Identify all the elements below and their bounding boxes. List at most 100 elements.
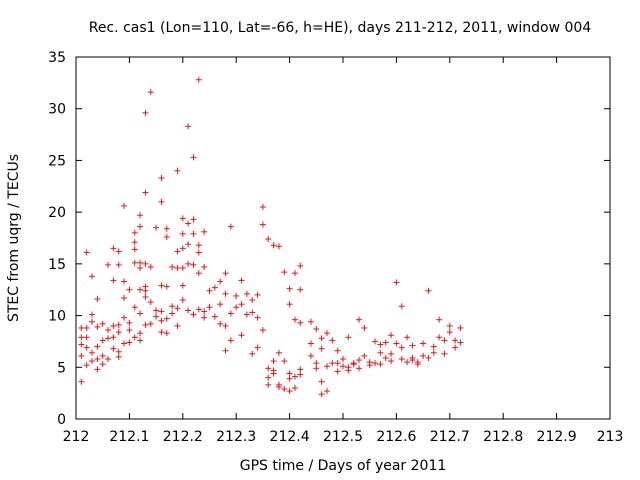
data-point [190,261,197,268]
data-point [89,318,96,325]
data-point [441,337,448,344]
data-point [297,262,304,269]
data-point [457,324,464,331]
data-point [275,381,282,388]
data-point [158,282,165,289]
data-point [222,290,229,297]
data-point [446,322,453,329]
data-point [441,350,448,357]
data-point [147,89,154,96]
data-point [366,359,373,366]
data-point [446,329,453,336]
data-point [361,352,368,359]
data-point [142,321,149,328]
data-point [323,330,330,337]
data-point [340,363,346,370]
x-tick-label: 212.7 [430,429,470,445]
data-point [270,367,277,374]
data-point [393,279,400,286]
data-point [147,320,154,327]
data-point [286,301,293,308]
data-point [89,273,96,280]
data-point [297,319,304,326]
data-point [297,286,304,293]
data-point [265,365,272,372]
data-point [137,286,144,293]
data-point [286,375,293,382]
data-point [281,269,288,276]
data-point [254,344,261,351]
data-point [222,270,229,277]
data-point [158,198,165,205]
data-point [382,354,389,361]
data-point [142,293,149,300]
data-point [291,384,298,391]
data-point [185,220,192,227]
data-point [153,224,160,231]
data-point [131,246,138,253]
data-point [94,356,101,363]
data-point [414,361,421,368]
x-tick-label: 212.3 [216,429,256,445]
data-point [265,374,272,381]
data-point [227,310,234,317]
data-point [270,358,277,365]
data-point [356,316,363,323]
y-tick-label: 25 [48,153,66,169]
data-point [388,358,395,365]
data-point [163,225,170,232]
y-tick-label: 5 [57,360,66,376]
data-point [131,304,138,311]
data-point [115,321,122,328]
x-tick-label: 212.2 [163,429,203,445]
data-point [318,378,325,385]
y-tick-label: 35 [48,50,66,66]
data-points [78,76,464,398]
data-point [131,229,138,236]
data-point [227,337,234,344]
x-tick-label: 212.1 [109,429,149,445]
data-point [105,327,112,334]
data-point [121,294,128,301]
data-point [377,349,384,356]
data-point [99,361,106,368]
data-point [430,349,437,356]
data-point [259,221,266,228]
data-point [409,342,416,349]
data-point [195,306,202,313]
data-point [147,263,154,270]
data-point [110,334,117,341]
data-point [110,277,117,284]
data-point [238,301,245,308]
data-point [163,315,170,322]
data-point [137,223,144,230]
data-point [179,297,186,304]
data-point [153,307,160,314]
data-point [83,334,90,341]
x-tick-label: 212.9 [537,429,577,445]
data-point [233,292,240,299]
data-point [121,340,128,347]
data-point [243,311,250,318]
data-point [142,189,149,196]
data-point [89,349,96,356]
x-axis-label: GPS time / Days of year 2011 [240,458,447,474]
data-point [286,388,293,395]
data-point [137,310,144,317]
data-point [126,286,133,293]
data-point [110,322,117,329]
data-point [169,263,176,270]
data-point [323,363,330,370]
data-point [78,352,85,359]
data-point [137,330,144,337]
data-point [318,391,325,398]
data-point [425,354,432,361]
data-point [105,356,112,363]
data-point [99,320,106,327]
data-point [115,329,122,336]
x-tick-label: 212.5 [323,429,363,445]
data-point [217,301,224,308]
y-tick-label: 30 [48,102,66,118]
data-point [457,339,464,346]
